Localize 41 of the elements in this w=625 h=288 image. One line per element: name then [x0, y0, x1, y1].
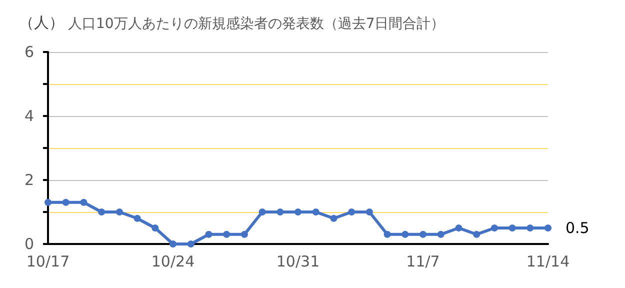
- point: [294, 208, 302, 216]
- point: [240, 230, 248, 238]
- x-tick-label: 10/17: [26, 252, 70, 270]
- point: [473, 230, 480, 238]
- y-axis-title: （人）: [19, 14, 64, 32]
- point: [366, 208, 373, 216]
- point: [152, 224, 159, 232]
- point: [490, 224, 498, 232]
- point: [544, 224, 552, 232]
- point: [384, 230, 391, 238]
- x-tick-label: 10/31: [276, 252, 320, 270]
- point: [455, 224, 462, 232]
- point: [187, 240, 194, 248]
- point: [348, 208, 356, 216]
- point: [258, 208, 266, 216]
- point: [205, 230, 212, 238]
- chart-title: 人口10万人あたりの新規感染者の発表数（過去7日間合計）: [68, 16, 445, 32]
- point: [80, 198, 88, 206]
- point: [276, 208, 284, 216]
- point: [402, 230, 409, 238]
- point: [223, 230, 230, 238]
- point: [526, 224, 534, 232]
- y-tick-label: 0: [24, 235, 34, 253]
- y-tick-label: 4: [24, 107, 34, 125]
- x-tick-label: 11/7: [406, 252, 440, 270]
- point: [62, 198, 70, 206]
- point: [98, 208, 106, 216]
- point: [420, 230, 426, 238]
- point: [437, 230, 444, 238]
- x-tick-label: 11/14: [526, 252, 570, 270]
- point: [508, 224, 516, 232]
- point: [116, 208, 123, 216]
- point: [134, 214, 141, 222]
- point: [44, 198, 52, 206]
- point: [312, 208, 320, 216]
- data-label: 0.5: [566, 219, 590, 237]
- point: [330, 214, 338, 222]
- y-tick-label: 2: [24, 171, 34, 189]
- y-tick-label: 6: [24, 43, 34, 61]
- x-tick-label: 10/24: [151, 252, 195, 270]
- point: [170, 240, 176, 248]
